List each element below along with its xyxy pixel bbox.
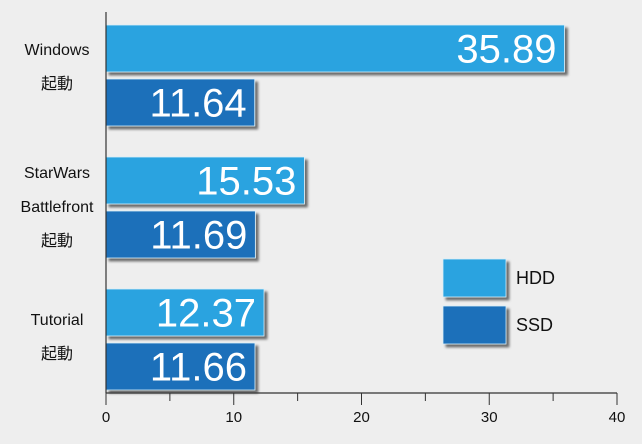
bar-hdd xyxy=(105,156,305,205)
bars-group xyxy=(105,24,565,391)
data-label: 12.37 xyxy=(156,292,256,336)
category-label: 起動 xyxy=(41,75,73,93)
bar-ssd xyxy=(105,210,256,259)
bar-ssd xyxy=(105,342,256,391)
tick-label: 30 xyxy=(481,409,498,426)
legend-swatch-ssd xyxy=(442,305,507,345)
data-label: 11.64 xyxy=(150,82,247,126)
bar-hdd xyxy=(105,24,565,73)
legend-label: SSD xyxy=(516,315,553,335)
legend-swatch-hdd xyxy=(442,258,507,298)
category-label: 起動 xyxy=(41,345,73,363)
x-axis: 0 10 20 30 40 xyxy=(102,12,626,426)
tick-label: 0 xyxy=(102,409,110,426)
labels-group: Windows 起動 35.89 11.64 StarWars Battlefront 起動… xyxy=(21,28,557,390)
legend-label: HDD xyxy=(516,268,555,288)
bar-ssd xyxy=(105,78,256,127)
category-label: StarWars xyxy=(24,165,90,182)
tick-label: 20 xyxy=(353,409,370,426)
legend: HDD SSD xyxy=(442,258,555,345)
data-label: 15.53 xyxy=(196,160,296,204)
category-label: Windows xyxy=(25,42,90,59)
data-label: 11.66 xyxy=(150,346,247,390)
tick-label: 40 xyxy=(609,409,626,426)
bar-hdd xyxy=(105,288,265,337)
tick-label: 10 xyxy=(225,409,242,426)
data-label: 11.69 xyxy=(150,214,247,258)
category-label: Battlefront xyxy=(21,199,94,216)
category-label: 起動 xyxy=(41,232,73,250)
category-label: Tutorial xyxy=(31,312,84,329)
data-label: 35.89 xyxy=(456,28,556,72)
